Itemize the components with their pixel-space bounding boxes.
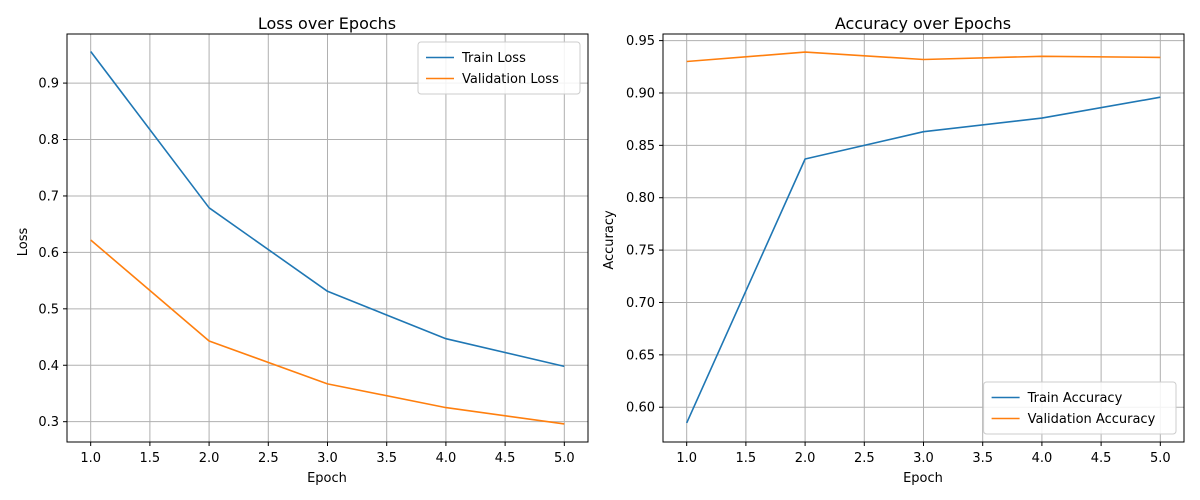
loss-x-tick-label: 1.5 [140, 451, 161, 466]
loss-y-tick-label: 0.7 [38, 189, 59, 204]
loss-x-tick-label: 3.0 [317, 451, 338, 466]
loss-x-axis-label: Epoch [307, 471, 347, 486]
series-line-train-accuracy [685, 96, 1161, 424]
accuracy-y-tick-label: 0.95 [626, 34, 655, 49]
accuracy-y-tick-label: 0.75 [626, 244, 655, 259]
accuracy-x-tick-label: 5.0 [1150, 451, 1171, 466]
loss-x-tick-label: 2.0 [199, 451, 220, 466]
loss-x-tick-label: 4.0 [436, 451, 457, 466]
legend-label-validation-loss: Validation Loss [462, 72, 559, 87]
accuracy-legend: Train Accuracy Validation Accuracy [983, 381, 1177, 435]
series-line-validation-accuracy [686, 51, 1161, 63]
accuracy-y-tick-label: 0.65 [626, 348, 655, 363]
accuracy-x-tick-label: 3.0 [913, 451, 934, 466]
accuracy-chart-title: Accuracy over Epochs [835, 14, 1011, 33]
loss-y-tick-label: 0.6 [38, 246, 59, 261]
accuracy-x-tick-label: 1.0 [676, 451, 697, 466]
accuracy-y-tick-label: 0.70 [626, 296, 655, 311]
series-line-validation-loss [90, 239, 565, 425]
accuracy-lines [685, 51, 1161, 424]
loss-y-tick-label: 0.3 [38, 415, 59, 430]
loss-chart: 1.0 1.5 2.0 2.5 3.0 3.5 4.0 4.5 5.0 0.3 0.4 0.5 0.6 0… [16, 14, 589, 486]
loss-y-tick-label: 0.5 [38, 302, 59, 317]
loss-x-tick-label: 5.0 [554, 451, 575, 466]
series-line-train-loss [90, 51, 565, 368]
loss-y-axis-label: Loss [16, 228, 31, 257]
loss-x-tick-label: 1.0 [80, 451, 101, 466]
accuracy-chart: 1.0 1.5 2.0 2.5 3.0 3.5 4.0 4.5 5.0 0.60 0.65 0.70 0… [602, 14, 1185, 486]
legend-label-train-loss: Train Loss [461, 51, 526, 66]
accuracy-y-tick-label: 0.80 [626, 191, 655, 206]
legend-label-train-accuracy: Train Accuracy [1027, 391, 1123, 406]
loss-y-tick-label: 0.4 [38, 359, 59, 374]
loss-x-tick-label: 3.5 [376, 451, 397, 466]
accuracy-y-tick-label: 0.90 [626, 86, 655, 101]
loss-chart-title: Loss over Epochs [258, 14, 396, 33]
loss-y-tick-label: 0.8 [38, 133, 59, 148]
accuracy-x-tick-label: 2.0 [795, 451, 816, 466]
loss-grid [67, 34, 588, 442]
accuracy-y-tick-label: 0.85 [626, 139, 655, 154]
loss-legend-box [417, 41, 581, 95]
accuracy-grid [663, 34, 1184, 442]
loss-legend: Train Loss Validation Loss [417, 41, 581, 95]
accuracy-x-tick-label: 2.5 [854, 451, 875, 466]
loss-x-tick-label: 2.5 [258, 451, 279, 466]
accuracy-y-tick-label: 0.60 [626, 401, 655, 416]
accuracy-x-tick-label: 4.0 [1032, 451, 1053, 466]
loss-x-tick-label: 4.5 [495, 451, 516, 466]
accuracy-legend-box [983, 381, 1177, 435]
accuracy-ticks: 1.0 1.5 2.0 2.5 3.0 3.5 4.0 4.5 5.0 0.60 0.65 0.70 0… [626, 34, 1171, 466]
accuracy-x-axis-label: Epoch [903, 471, 943, 486]
loss-y-tick-label: 0.9 [38, 77, 59, 92]
accuracy-x-tick-label: 1.5 [736, 451, 757, 466]
accuracy-y-axis-label: Accuracy [602, 210, 617, 270]
loss-lines [90, 51, 565, 425]
accuracy-x-tick-label: 3.5 [972, 451, 993, 466]
accuracy-x-tick-label: 4.5 [1091, 451, 1112, 466]
legend-label-validation-accuracy: Validation Accuracy [1028, 412, 1156, 427]
loss-ticks: 1.0 1.5 2.0 2.5 3.0 3.5 4.0 4.5 5.0 0.3 0.4 0.5 0.6 0… [38, 77, 574, 466]
